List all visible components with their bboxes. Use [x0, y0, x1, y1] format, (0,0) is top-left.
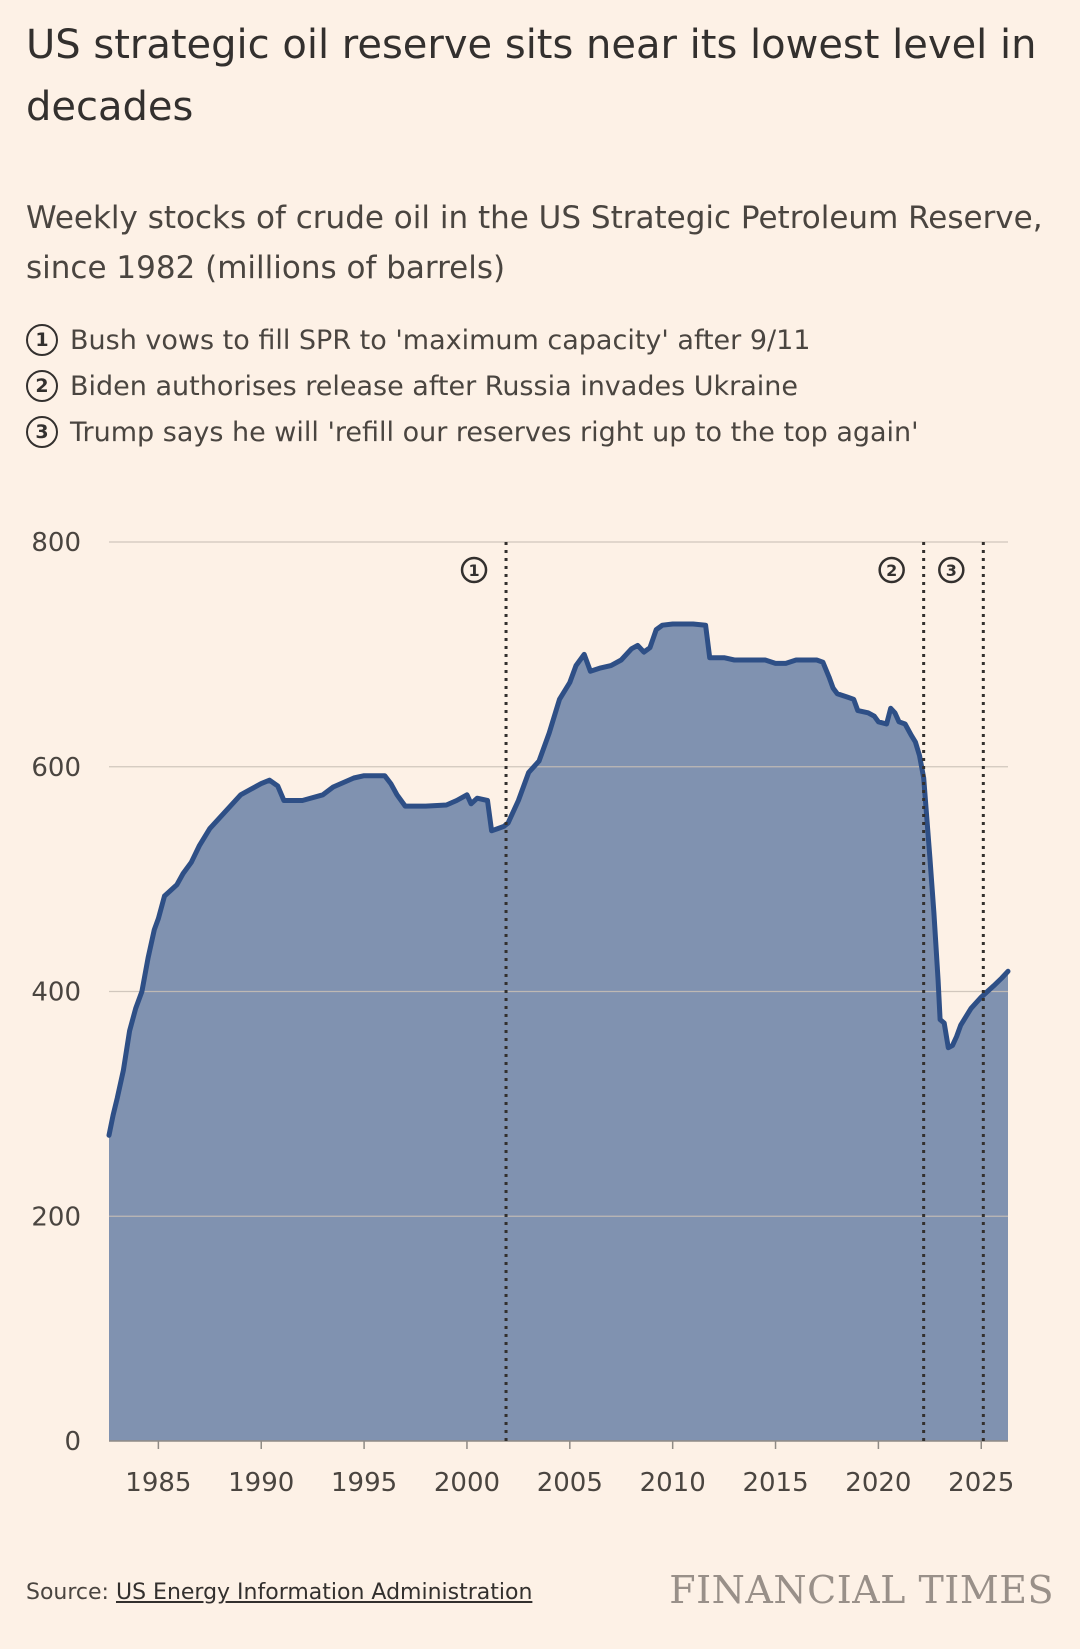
annotation-text-1: Bush vows to fill SPR to 'maximum capaci… — [70, 324, 811, 356]
annotation-text-2: Biden authorises release after Russia in… — [70, 370, 798, 402]
marker-label-1: 1 — [468, 561, 479, 580]
x-tick-label: 2000 — [434, 1468, 500, 1498]
marker-label-2: 2 — [886, 561, 897, 580]
ft-logo: FINANCIAL TIMES — [669, 1568, 1054, 1612]
x-tick-label: 2025 — [948, 1468, 1014, 1498]
marker-circle-1 — [460, 556, 488, 584]
area-fill — [109, 624, 1008, 1441]
source-link[interactable]: US Energy Information Administration — [115, 1580, 533, 1605]
annotation-number-1: 1 — [26, 324, 58, 356]
marker-circle-2 — [878, 556, 905, 584]
annotation-number-2: 2 — [26, 370, 58, 402]
y-tick-label: 600 — [31, 753, 81, 783]
x-tick-label: 2010 — [640, 1468, 706, 1498]
x-tick-label: 2020 — [845, 1468, 911, 1498]
source-label: Source: — [26, 1580, 109, 1605]
x-tick-label: 1995 — [331, 1468, 397, 1498]
annotation-item-1: 1 Bush vows to fill SPR to 'maximum capa… — [26, 317, 1066, 363]
marker-circle-3 — [938, 556, 965, 584]
chart-subtitle: Weekly stocks of crude oil in the US Str… — [26, 200, 1043, 286]
x-tick-label: 1990 — [228, 1468, 294, 1498]
x-tick-label: 2015 — [742, 1468, 808, 1498]
x-tick-label: 2005 — [537, 1468, 603, 1498]
y-tick-label: 800 — [31, 528, 81, 558]
y-tick-label: 200 — [31, 1202, 81, 1232]
annotation-number-3: 3 — [26, 416, 58, 448]
chart-title: US strategic oil reserve sits near its l… — [26, 22, 1037, 130]
source-note: Source: US Energy Information Administra… — [26, 1580, 532, 1605]
annotation-item-2: 2 Biden authorises release after Russia … — [26, 363, 1066, 409]
marker-label-3: 3 — [946, 561, 957, 580]
area-chart: 0 200 400 600 800 1 2 3 1985 1990 1995 2000 2005 2010… — [31, 528, 1014, 1498]
annotation-text-3: Trump says he will 'refill our reserves … — [70, 416, 919, 448]
annotation-list: 1 Bush vows to fill SPR to 'maximum capa… — [26, 317, 1066, 455]
series-line — [106, 621, 1011, 1138]
y-tick-label: 400 — [31, 978, 81, 1008]
annotation-item-3: 3 Trump says he will 'refill our reserve… — [26, 409, 1066, 455]
x-tick-label: 1985 — [125, 1468, 191, 1498]
y-tick-label: 0 — [64, 1427, 81, 1457]
